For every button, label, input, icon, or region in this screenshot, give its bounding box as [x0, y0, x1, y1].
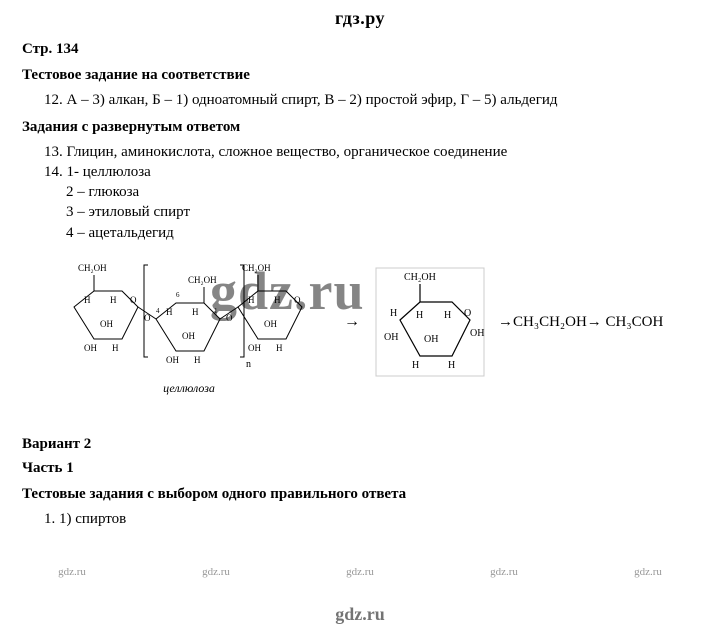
label-h: H — [84, 295, 91, 305]
watermark-row: gdz.ru gdz.ru gdz.ru gdz.ru gdz.ru — [0, 566, 720, 578]
section-extended-title: Задания с развернутым ответом — [22, 119, 698, 136]
chemistry-row: CH₂OH CH₂OH CH₂OH O O O O H H OH H OH H … — [44, 249, 698, 396]
label-ch2oh: CH₂OH — [78, 263, 107, 273]
svg-text:1: 1 — [214, 307, 218, 315]
label-h: H — [444, 310, 451, 321]
q14-1: 14. 1- целлюлоза — [22, 162, 698, 182]
label-h: H — [448, 360, 455, 371]
section-matching-title: Тестовое задание на соответствие — [22, 67, 698, 84]
label-oh: OH — [182, 331, 195, 341]
watermark-small: gdz.ru — [202, 566, 230, 578]
label-h: H — [276, 343, 283, 353]
label-o: O — [144, 313, 151, 323]
label-h: H — [274, 295, 281, 305]
label-ch2oh: CH₂OH — [404, 272, 436, 283]
label-oh: OH — [384, 332, 398, 343]
label-h: H — [194, 355, 201, 365]
part-title: Часть 1 — [22, 458, 698, 478]
label-ch2oh: CH₂OH — [242, 263, 271, 273]
label-o: O — [294, 295, 301, 305]
label-h: H — [390, 308, 397, 319]
label-oh: OH — [248, 343, 261, 353]
label-h: H — [110, 295, 117, 305]
arrow-icon: → — [344, 313, 360, 331]
svg-text:6: 6 — [176, 291, 180, 299]
variant-title: Вариант 2 — [22, 434, 698, 454]
q1: 1. 1) спиртов — [22, 509, 698, 529]
cellulose-caption: целлюлоза — [44, 381, 334, 396]
label-h: H — [412, 360, 419, 371]
label-o: O — [464, 308, 471, 319]
q14-3: 3 – этиловый спирт — [22, 202, 698, 222]
label-h: H — [192, 307, 199, 317]
label-oh: OH — [424, 334, 438, 345]
label-oh: OH — [470, 328, 484, 339]
reaction-tail: →CH₃CH₂OH→ CH₃COH — [498, 314, 663, 331]
watermark-small: gdz.ru — [634, 566, 662, 578]
label-h: H — [416, 310, 423, 321]
label-h: H — [166, 307, 173, 317]
page-ref: Стр. 134 — [22, 39, 698, 59]
glucose-structure: CH₂OH O H OH OH H H H H OH — [370, 262, 490, 382]
watermark-small: gdz.ru — [58, 566, 86, 578]
label-o: O — [226, 313, 233, 323]
label-ch2oh: CH₂OH — [188, 275, 217, 285]
watermark-small: gdz.ru — [490, 566, 518, 578]
q14-4: 4 – ацетальдегид — [22, 223, 698, 243]
q14-2: 2 – глюкоза — [22, 182, 698, 202]
cellulose-structure: CH₂OH CH₂OH CH₂OH O O O O H H OH H OH H … — [44, 249, 334, 396]
svg-text:4: 4 — [156, 307, 160, 315]
watermark-small: gdz.ru — [346, 566, 374, 578]
site-header: гдз.ру — [22, 8, 698, 29]
q13: 13. Глицин, аминокислота, сложное вещест… — [22, 142, 698, 162]
label-oh: OH — [100, 319, 113, 329]
label-oh: OH — [166, 355, 179, 365]
label-oh: OH — [264, 319, 277, 329]
label-h: H — [248, 295, 255, 305]
svg-text:n: n — [246, 359, 251, 370]
watermark-bottom: gdz.ru — [0, 604, 720, 625]
label-h: H — [112, 343, 119, 353]
section-single-choice-title: Тестовые задания с выбором одного правил… — [22, 486, 698, 503]
label-oh: OH — [84, 343, 97, 353]
q12: 12. А – 3) алкан, Б – 1) одноатомный спи… — [22, 90, 698, 110]
label-o: O — [130, 295, 137, 305]
